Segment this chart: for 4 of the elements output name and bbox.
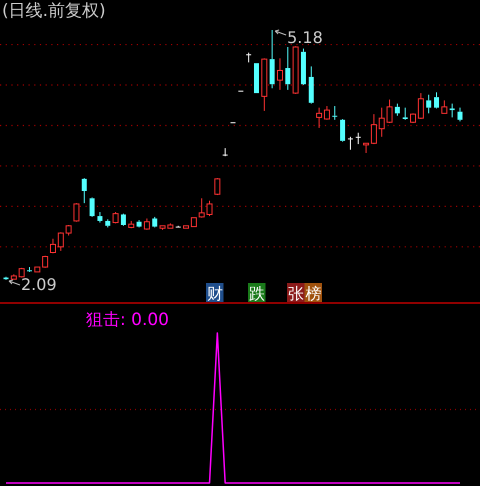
chart-title: (日线.前复权) (2, 1, 106, 21)
annotation: 2.09 (21, 275, 57, 294)
annotation: 5.18 (287, 28, 323, 47)
chart-title: 狙击: 0.00 (86, 310, 169, 330)
